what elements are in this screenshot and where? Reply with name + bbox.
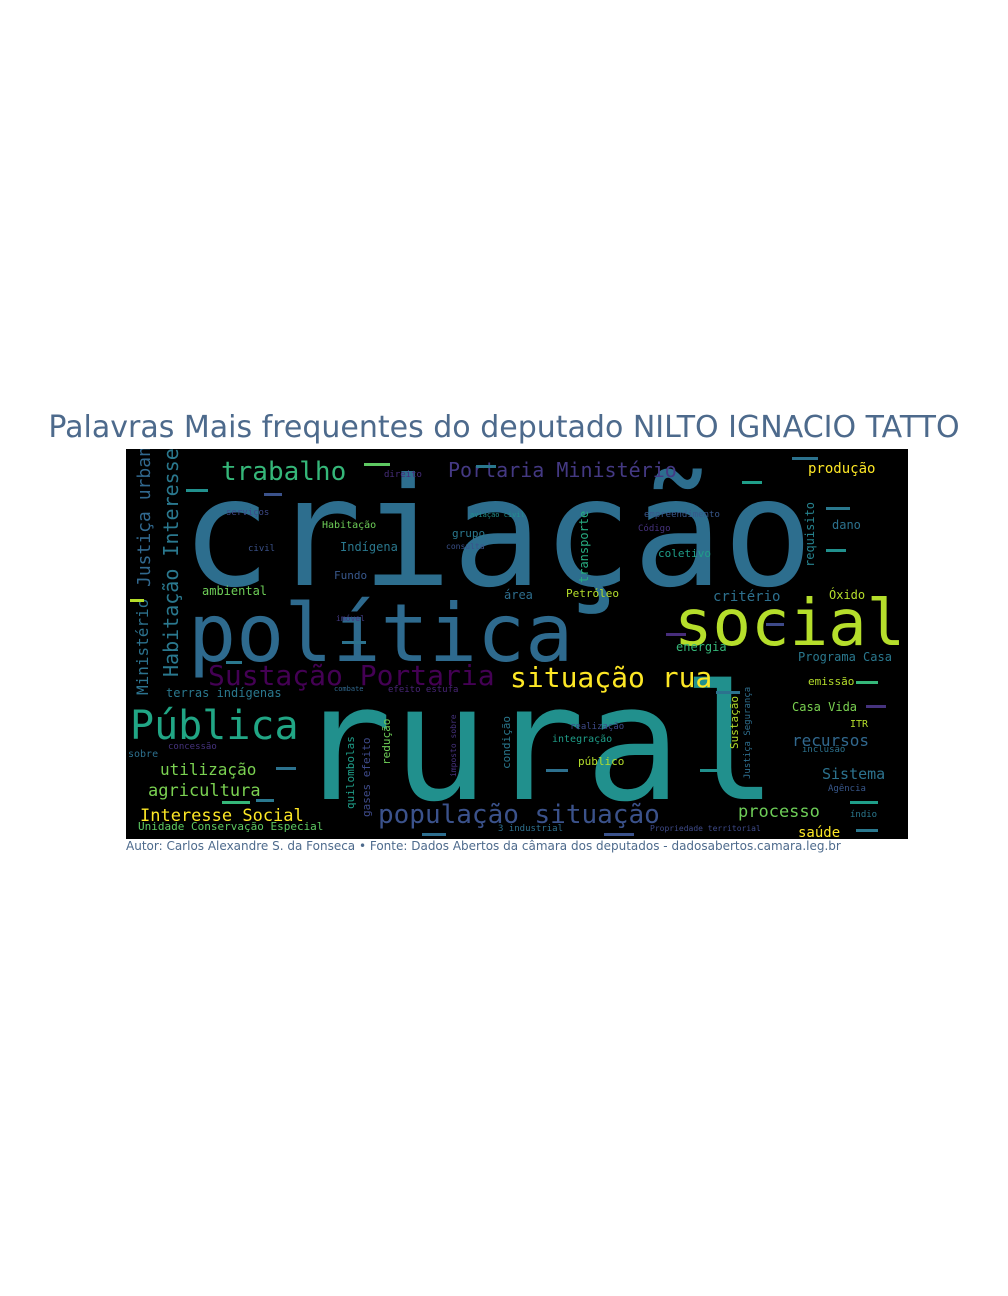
word-habitacao-interesse: Habitação Interesse <box>159 449 183 677</box>
word-recursos: recursos <box>792 731 869 750</box>
word-area: área <box>504 588 533 602</box>
filler-mark <box>856 829 878 832</box>
filler-mark <box>792 457 818 460</box>
word-realizacao: realização <box>570 722 624 732</box>
filler-mark <box>604 833 634 836</box>
filler-mark <box>222 801 250 804</box>
word-criterio: critério <box>713 589 780 605</box>
word-agencia: Agência <box>828 783 866 794</box>
word-processo: processo <box>738 802 820 822</box>
filler-mark <box>766 623 784 626</box>
word-integracao: integração <box>552 734 612 745</box>
word-justica-urbana: Justiça urbana <box>134 449 155 587</box>
word-petroleo: Petróleo <box>566 587 619 600</box>
filler-mark <box>856 681 878 684</box>
filler-mark <box>130 599 144 602</box>
word-imposto-sobre: imposto sobre <box>449 714 458 777</box>
word-cloud-canvas: criação rural política social Pública Su… <box>126 449 908 839</box>
word-populacao-situacao: população situação <box>378 800 660 830</box>
filler-mark <box>264 493 282 496</box>
word-habitacao: Habitação <box>322 520 376 531</box>
filler-mark <box>546 769 568 772</box>
word-grupo: grupo <box>452 527 485 540</box>
word-terras-indigenas: terras indígenas <box>166 686 282 700</box>
word-casa-vida: Casa Vida <box>792 700 857 714</box>
word-situacao-rua: situação rua <box>510 661 712 694</box>
word-saude: saúde <box>798 825 840 839</box>
filler-mark <box>226 661 242 664</box>
word-energia: energia <box>676 640 727 654</box>
word-portaria-ministerio: Portaria Ministério <box>448 458 677 482</box>
word-politica: política <box>188 587 573 680</box>
word-producao: produção <box>808 461 875 477</box>
filler-mark <box>866 705 886 708</box>
filler-mark <box>422 833 446 836</box>
word-sustacao: Sustação <box>728 696 741 749</box>
word-programa-casa: Programa Casa <box>798 650 892 664</box>
word-indigena: Indígena <box>340 540 398 554</box>
word-civil: civil <box>248 544 275 554</box>
word-ministerio: Ministério <box>133 599 152 695</box>
word-inclusao: inclusão <box>802 745 845 755</box>
word-combate: combate <box>334 685 364 693</box>
word-sistema: Sistema <box>822 765 885 783</box>
word-itr: ITR <box>850 719 869 730</box>
word-propriedade-territorial: Propriedade territorial <box>650 824 761 833</box>
word-utilizacao: utilização <box>160 760 256 779</box>
word-publica: Pública <box>130 703 299 749</box>
filler-mark <box>850 801 878 804</box>
word-interesse-social: Interesse Social <box>140 806 304 826</box>
word-sobre: sobre <box>128 749 158 760</box>
word-industrial: 3 industrial <box>498 824 563 834</box>
filler-mark <box>364 463 390 466</box>
word-justica-seguranca: Justiça Segurança <box>743 687 753 779</box>
word-servicos: serviços <box>226 508 269 518</box>
word-sustacao-portaria: Sustação Portaria <box>208 659 495 692</box>
filler-mark <box>716 691 740 694</box>
word-codigo: Código <box>638 523 671 534</box>
filler-mark <box>742 481 762 484</box>
filler-mark <box>826 549 846 552</box>
word-efeito-estufa: efeito estufa <box>388 685 458 695</box>
filler-mark <box>342 641 366 644</box>
filler-mark <box>666 633 686 636</box>
filler-mark <box>826 507 850 510</box>
word-unidade-conservacao: Unidade Conservação Especial <box>138 820 323 833</box>
word-trabalho: trabalho <box>221 457 346 487</box>
word-publico: público <box>578 755 624 768</box>
word-direito: direito <box>384 470 422 480</box>
word-condicao: condição <box>500 716 513 769</box>
word-consulta: consulta <box>446 542 485 551</box>
word-social: social <box>674 587 905 661</box>
filler-mark <box>186 489 208 492</box>
filler-mark <box>256 799 274 802</box>
word-criacao: criação <box>181 449 813 621</box>
word-ambiental: ambiental <box>202 584 267 598</box>
word-agricultura: agricultura <box>148 781 261 801</box>
filler-mark <box>700 769 720 772</box>
word-requisito: requisito <box>803 502 817 567</box>
word-reducao: redução <box>380 719 393 765</box>
chart-title: Palavras Mais frequentes do deputado NIL… <box>48 410 960 445</box>
source-caption: Autor: Carlos Alexandre S. da Fonseca • … <box>126 839 841 853</box>
word-coletivo: coletivo <box>658 547 711 560</box>
word-emissao: emissão <box>808 675 854 688</box>
word-quilombolas: quilombolas <box>344 736 357 809</box>
word-oxido: Óxido <box>829 587 865 602</box>
word-cloud-background <box>126 449 908 839</box>
word-imovel: imóvel <box>336 613 365 623</box>
word-empreendimento: empreendimento <box>644 510 720 520</box>
word-aviacao-civil: aviação civil <box>470 511 525 519</box>
filler-words <box>130 457 886 836</box>
filler-mark <box>276 767 296 770</box>
word-indio: índio <box>850 810 877 820</box>
filler-mark <box>476 465 496 468</box>
word-rural: rural <box>296 650 778 837</box>
word-gases-efeito: gases efeito <box>360 738 373 817</box>
word-transporte: transporte <box>577 511 591 583</box>
word-cloud: criação rural política social Pública Su… <box>126 449 908 839</box>
word-concessao: concessão <box>168 742 217 752</box>
word-fundo: Fundo <box>334 569 367 582</box>
word-dano: dano <box>832 518 861 532</box>
